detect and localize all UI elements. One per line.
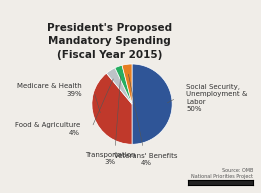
Wedge shape bbox=[115, 65, 132, 104]
Text: Food & Agriculture
4%: Food & Agriculture 4% bbox=[15, 122, 80, 136]
Wedge shape bbox=[132, 64, 172, 144]
Text: Transportation
3%: Transportation 3% bbox=[85, 152, 135, 165]
Wedge shape bbox=[122, 64, 132, 104]
Text: Medicare & Health
39%: Medicare & Health 39% bbox=[17, 83, 82, 97]
Text: Veterans' Benefits
4%: Veterans' Benefits 4% bbox=[114, 153, 178, 166]
Text: President's Proposed
Mandatory Spending
(Fiscal Year 2015): President's Proposed Mandatory Spending … bbox=[47, 23, 172, 60]
Text: Social Security,
Unemployment &
Labor
50%: Social Security, Unemployment & Labor 50… bbox=[186, 84, 248, 112]
Wedge shape bbox=[106, 68, 132, 104]
Wedge shape bbox=[92, 73, 132, 144]
Text: Source: OMB
National Priorities Project: Source: OMB National Priorities Project bbox=[191, 168, 253, 179]
